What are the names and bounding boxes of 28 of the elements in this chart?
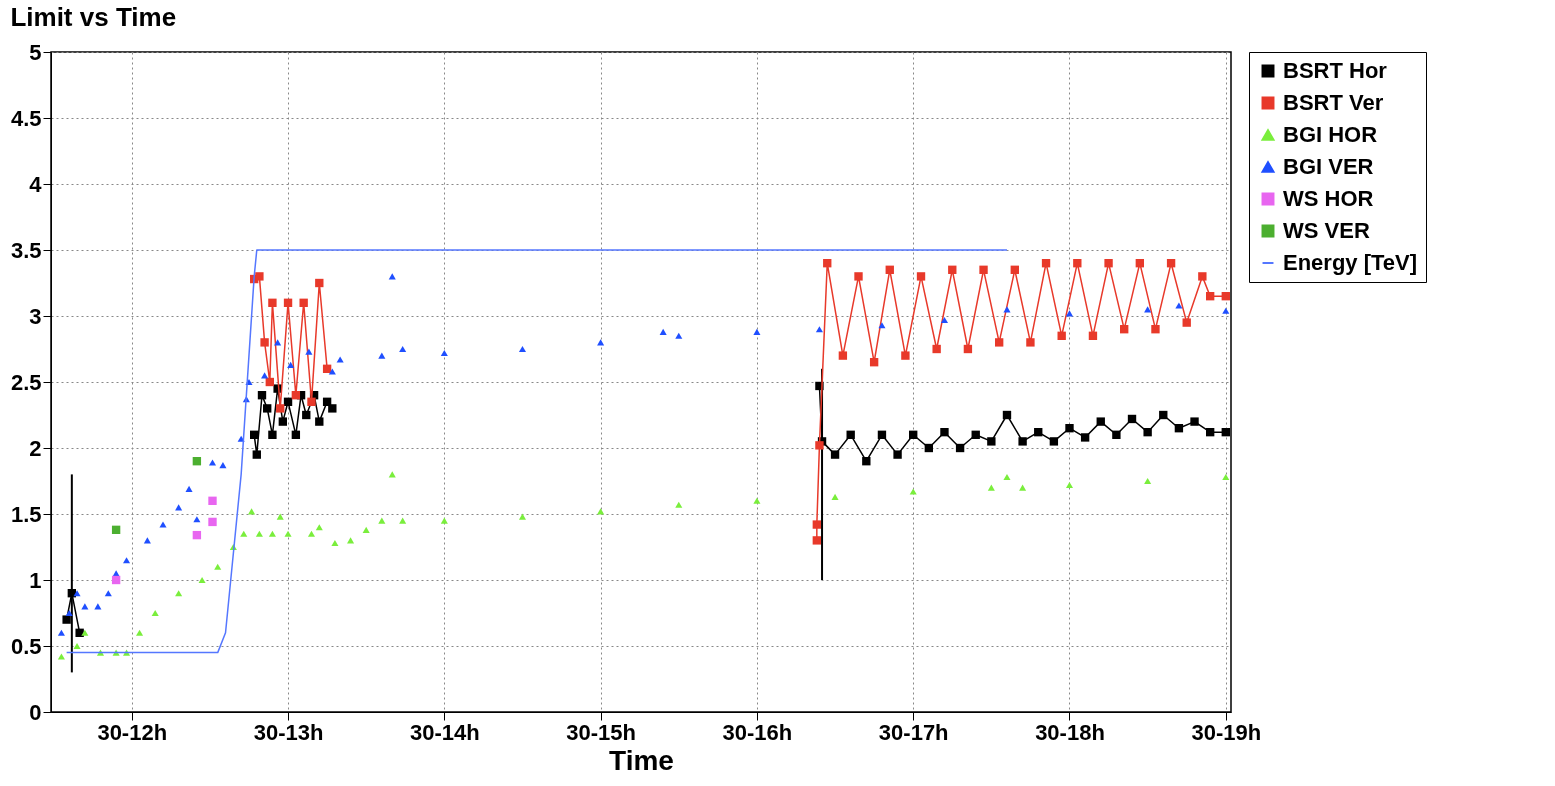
y-tick-label: 4 [29, 171, 43, 197]
chart-title: Limit vs Time [10, 2, 177, 32]
y-tick-label: 5 [29, 39, 42, 65]
y-tick-label: 0.5 [10, 633, 42, 659]
x-tick-label: 30-17h [878, 719, 949, 745]
x-tick-label: 30-19h [1191, 719, 1262, 745]
legend-label: BGI HOR [1283, 122, 1378, 147]
legend-label: WS HOR [1283, 186, 1374, 211]
y-tick-label: 1 [29, 567, 42, 593]
x-tick-label: 30-13h [253, 719, 324, 745]
y-tick-label: 2.5 [10, 369, 42, 395]
x-axis-title: Time [609, 744, 674, 776]
y-tick-label: 0 [29, 699, 42, 725]
legend-label: WS VER [1283, 218, 1370, 243]
legend-label: BSRT Hor [1283, 58, 1388, 83]
legend-label: Energy [TeV] [1283, 250, 1418, 275]
x-tick-label: 30-16h [722, 719, 793, 745]
x-tick-label: 30-14h [409, 719, 480, 745]
y-tick-label: 2 [29, 435, 42, 461]
x-tick-label: 30-12h [97, 719, 168, 745]
x-tick-label: 30-18h [1035, 719, 1105, 745]
legend-label: BGI VER [1283, 154, 1374, 179]
y-tick-label: 4.5 [10, 105, 42, 131]
y-tick-label: 3.5 [10, 237, 42, 263]
y-tick-label: 3 [29, 303, 42, 329]
y-tick-label: 1.5 [10, 501, 42, 527]
legend-label: BSRT Ver [1283, 90, 1384, 115]
x-tick-label: 30-15h [566, 719, 636, 745]
